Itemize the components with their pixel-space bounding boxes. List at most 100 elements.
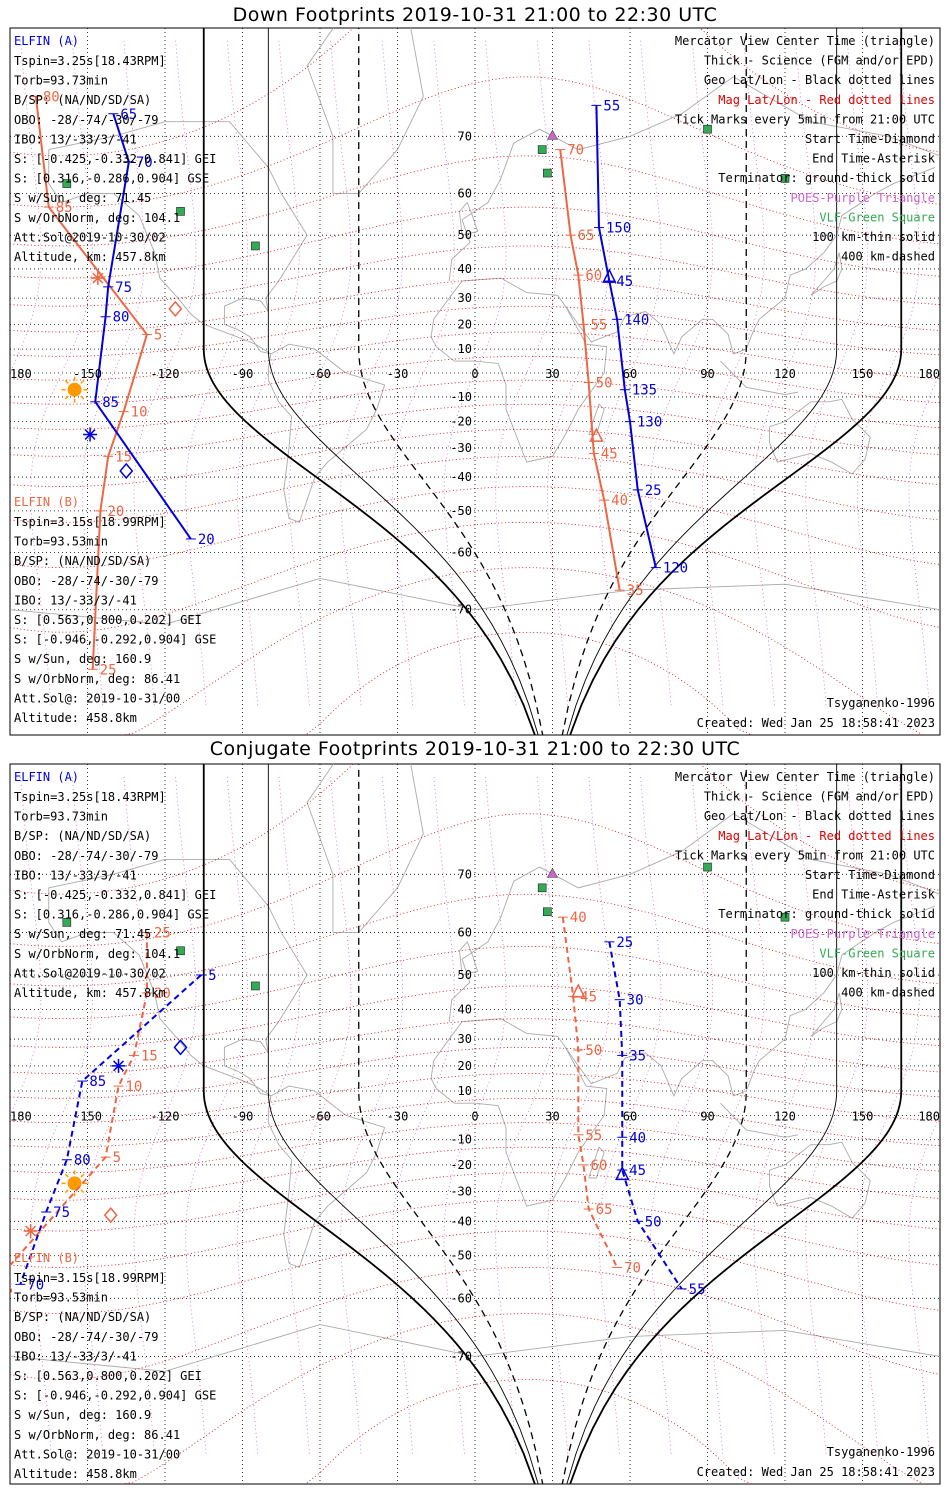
longitude-label: 120 <box>774 1109 796 1123</box>
longitude-label: 180 <box>918 367 940 381</box>
vlf-square <box>780 174 790 183</box>
elfin-b-info-line: IBO: 13/-33/3/-41 <box>14 593 137 607</box>
latitude-label: -30 <box>450 1185 472 1199</box>
elfin-b-info-line: Altitude: 458.8km <box>14 711 137 725</box>
terminator-100km <box>267 28 838 735</box>
latitude-label: -70 <box>450 1349 472 1363</box>
track-tick-label: 40 <box>611 493 628 509</box>
elfin-a-info-line: B/SP: (NA/ND/SD/SA) <box>14 93 151 107</box>
latitude-labels: 70 60 50 40 30 20 10 -10 -20 -30 -40 -50 -60 -70 <box>450 129 472 616</box>
elfin-a-info-line: S: [-0.425,-0.332,0.841] GEI <box>14 152 216 166</box>
elfin-b-info-line: Att.Sol@: 2019-10-31/00 <box>14 1447 180 1461</box>
elfin-a-track-0 <box>94 113 192 540</box>
latitude-label: 60 <box>458 186 472 200</box>
elfin-b-info: ELFIN (B) Tspin=3.15s[18.99RPM] Torb=93.53… <box>14 495 216 725</box>
vlf-square <box>251 241 260 251</box>
longitude-label: 90 <box>700 1109 714 1123</box>
track-tick-label: 60 <box>585 268 602 284</box>
longitude-label: -60 <box>309 1109 331 1123</box>
end-asterisk <box>23 1224 38 1239</box>
longitude-label: 30 <box>545 1109 559 1123</box>
legend-item: POES-Purple Triangle <box>791 927 936 941</box>
track-tick-label: 50 <box>585 1043 602 1059</box>
panel-2-title: Conjugate Footprints 2019-10-31 21:00 to… <box>209 738 741 760</box>
latitude-label: -20 <box>450 415 472 429</box>
vlf-square <box>703 124 712 134</box>
legend-item: Geo Lat/Lon - Black dotted lines <box>704 809 935 823</box>
track-tick-label: 10 <box>131 405 148 421</box>
elfin-b-info-line: S w/Sun, deg: 160.9 <box>14 652 151 666</box>
track-tick-label: 5 <box>208 968 216 984</box>
elfin-b-info-line: B/SP: (NA/ND/SD/SA) <box>14 554 151 568</box>
track-tick-label: 70 <box>624 1260 641 1276</box>
vlf-square <box>543 907 552 917</box>
longitude-label: 0 <box>471 367 478 381</box>
poes-triangle <box>546 129 559 140</box>
center-triangle <box>589 427 604 442</box>
track-tick-label: 65 <box>120 107 137 123</box>
latitude-label: 20 <box>458 317 472 331</box>
panel-1-title: Down Footprints 2019-10-31 21:00 to 22:3… <box>232 4 718 26</box>
longitude-label: 0 <box>471 1109 478 1123</box>
track-tick-label: 65 <box>578 228 595 244</box>
track-tick-label: 60 <box>591 1158 608 1174</box>
poes-triangles <box>546 867 559 878</box>
elfin-b-info-line: S w/OrbNorm, deg: 86.41 <box>14 1428 180 1442</box>
elfin-b-info-line: Torb=93.53min <box>14 1291 108 1305</box>
track-tick-label: 25 <box>616 935 633 951</box>
track-tick-label: 55 <box>603 98 620 114</box>
legend-item: 400 km-dashed <box>841 250 935 264</box>
center-triangle <box>571 983 586 998</box>
legend-item: Terminator: ground-thick solid <box>718 171 935 185</box>
elfin-b-info-line: Tspin=3.15s[18.99RPM] <box>14 1271 166 1285</box>
track-tick-label: 15 <box>115 449 132 465</box>
latitude-label: 50 <box>458 968 472 982</box>
legend-item: Thick - Science (FGM and/or EPD) <box>704 790 935 804</box>
start-diamond <box>168 300 183 318</box>
vlf-square <box>703 862 712 872</box>
track-tick-label: 80 <box>113 310 130 326</box>
created-label: Created: Wed Jan 25 18:58:41 2023 <box>697 1465 935 1479</box>
elfin-a-info-line: Torb=93.73min <box>14 74 108 88</box>
latitude-label: 40 <box>458 1002 472 1016</box>
track-tick-label: 25 <box>645 483 662 499</box>
vlf-square <box>176 946 185 956</box>
vlf-square <box>780 912 790 922</box>
latitude-label: -50 <box>450 504 472 518</box>
longitude-label: -120 <box>151 367 180 381</box>
track-tick-label: 15 <box>141 1048 158 1064</box>
latitude-label: 10 <box>458 342 472 356</box>
track-tick-label: 20 <box>198 532 215 548</box>
latitude-label: -60 <box>450 1291 472 1305</box>
latitude-label: -40 <box>450 1214 472 1228</box>
model-label: Tsyganenko-1996 <box>827 696 935 710</box>
elfin-a-track-0 <box>19 974 202 1285</box>
elfin-b-info-line: S: [0.563,0.800,0.202] GEI <box>14 1369 202 1383</box>
vlf-square <box>176 207 185 216</box>
track-tick-label: 80 <box>43 89 60 105</box>
latitude-label: -10 <box>450 1133 472 1147</box>
legend-item: Start Time-Diamond <box>805 132 935 146</box>
legend-item: 100 km-thin solid <box>812 230 935 244</box>
elfin-b-info-line: Altitude: 458.8km <box>14 1467 137 1481</box>
legend-item: 100 km-thin solid <box>812 966 935 980</box>
longitude-label: -120 <box>151 1109 180 1123</box>
track-tick-label: 25 <box>100 662 117 678</box>
track-tick-label: 40 <box>570 910 587 926</box>
elfin-a-info-line: S: [-0.425,-0.332,0.841] GEI <box>14 888 216 902</box>
track-tick-label: 20 <box>154 986 171 1002</box>
elfin-a-info-line: Altitude, km: 457.8km <box>14 250 166 264</box>
latitude-label: 70 <box>458 867 472 881</box>
track-tick-label: 35 <box>629 1048 646 1064</box>
legend-item: Thick - Science (FGM and/or EPD) <box>704 54 935 68</box>
latitude-label: -30 <box>450 441 472 455</box>
latitude-labels: 70 60 50 40 30 20 10 -10 -20 -30 -40 -50 -60 -70 <box>450 867 472 1363</box>
latitude-label: -60 <box>450 546 472 560</box>
elfin-a-info-line: OBO: -28/-74/-30/-79 <box>14 113 159 127</box>
track-tick-label: 70 <box>27 1277 44 1293</box>
elfin-a-name: ELFIN (A) <box>14 770 79 784</box>
legend-item: Mag Lat/Lon - Red dotted lines <box>718 829 935 843</box>
elfin-a-info-line: Tspin=3.25s[18.43RPM] <box>14 790 166 804</box>
elfin-b-track-0 <box>10 932 148 1267</box>
elfin-a-info-line: IBO: 13/-33/3/-41 <box>14 868 137 882</box>
